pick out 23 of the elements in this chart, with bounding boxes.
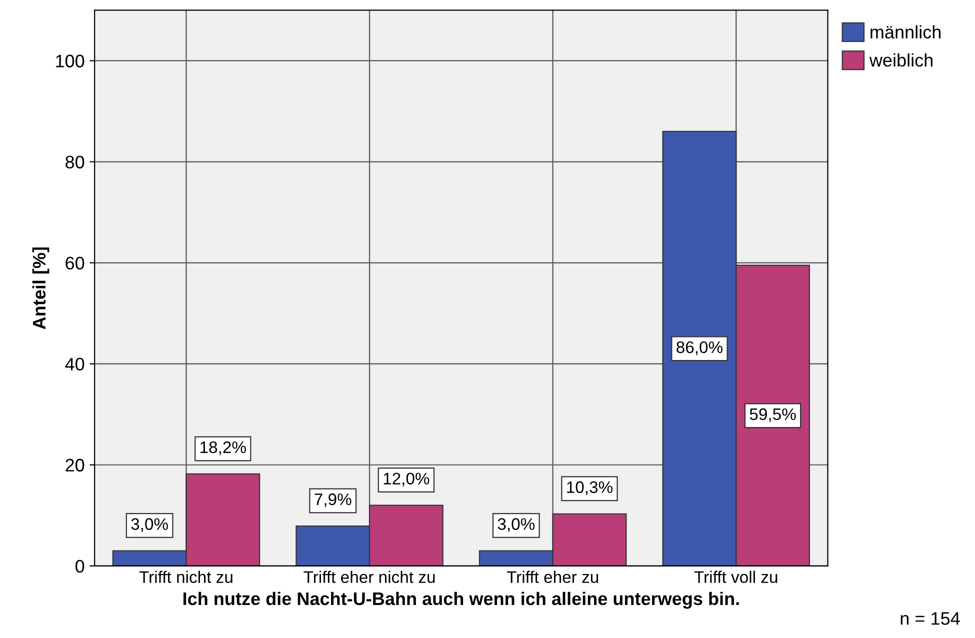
y-tick-label: 0: [76, 560, 84, 573]
x-tick-label: Trifft nicht zu: [139, 570, 232, 584]
legend-label: männlich: [870, 25, 940, 39]
y-axis-title: Anteil [%]: [32, 247, 50, 330]
data-label: 59,5%: [750, 408, 796, 422]
y-tick-label: 100: [56, 54, 84, 68]
y-tick-label: 60: [66, 256, 84, 270]
x-tick-label: Trifft eher nicht zu: [304, 570, 435, 584]
y-tick-label: 80: [66, 156, 84, 168]
text: n = 154: [900, 612, 960, 625]
y-tick-label: 40: [65, 358, 84, 371]
y-tick-label: 20: [66, 458, 84, 472]
data-label: 10,3%: [567, 481, 613, 496]
x-tick-label: Trifft eher zu: [506, 570, 598, 584]
legend-label: weiblich: [869, 53, 932, 67]
x-axis-title: Ich nutze die Nacht-U-Bahn auch wenn ich alleine unterwegs bin.: [184, 592, 739, 609]
data-label: 12,0%: [384, 472, 430, 486]
data-label: 3,0%: [498, 518, 535, 532]
data-label: 18,2%: [200, 441, 246, 456]
x-tick-label: Trifft voll zu: [694, 570, 778, 584]
data-label: 86,0%: [676, 341, 722, 356]
data-label: 3,0%: [131, 518, 168, 532]
data-label: 7,9%: [314, 493, 352, 508]
